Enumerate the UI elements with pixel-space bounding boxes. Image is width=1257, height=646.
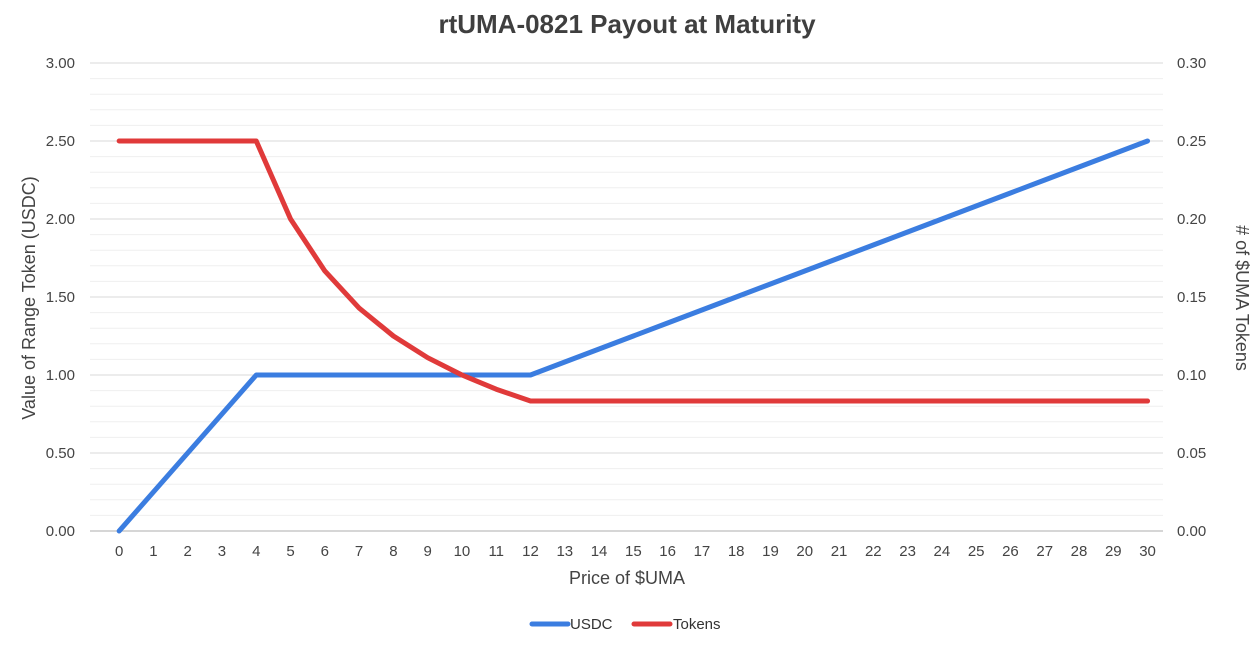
- x-tick-label: 23: [899, 543, 916, 560]
- right-axis-ticks: 0.00 0.05 0.10 0.15 0.20 0.25 0.30: [1177, 55, 1206, 540]
- right-tick-label: 0.05: [1177, 445, 1206, 462]
- x-tick-label: 10: [454, 543, 471, 560]
- left-tick-label: 1.50: [46, 289, 75, 306]
- left-tick-label: 1.00: [46, 367, 75, 384]
- x-tick-label: 28: [1071, 543, 1088, 560]
- x-tick-label: 19: [762, 543, 779, 560]
- x-tick-label: 0: [115, 543, 123, 560]
- x-tick-label: 16: [659, 543, 676, 560]
- x-tick-label: 2: [184, 543, 192, 560]
- x-tick-label: 3: [218, 543, 226, 560]
- right-tick-label: 0.00: [1177, 523, 1206, 540]
- x-tick-label: 26: [1002, 543, 1019, 560]
- x-tick-label: 25: [968, 543, 985, 560]
- x-tick-label: 11: [488, 543, 504, 560]
- x-tick-label: 5: [286, 543, 294, 560]
- series-line-tokens: [116, 138, 1151, 404]
- right-tick-label: 0.20: [1177, 211, 1206, 228]
- x-axis-label: Price of $UMA: [569, 568, 685, 588]
- left-tick-label: 3.00: [46, 55, 75, 72]
- left-tick-label: 0.00: [46, 523, 75, 540]
- x-tick-label: 15: [625, 543, 642, 560]
- left-axis-ticks: 0.00 0.50 1.00 1.50 2.00 2.50 3.00: [46, 55, 75, 540]
- x-tick-label: 30: [1139, 543, 1156, 560]
- x-tick-label: 12: [522, 543, 539, 560]
- gridlines: [90, 62, 1163, 532]
- x-tick-label: 20: [796, 543, 813, 560]
- right-tick-label: 0.25: [1177, 133, 1206, 150]
- right-axis-label: # of $UMA Tokens: [1232, 225, 1252, 371]
- legend-label-usdc: USDC: [570, 616, 613, 633]
- x-tick-label: 27: [1036, 543, 1053, 560]
- left-axis-label: Value of Range Token (USDC): [19, 176, 39, 419]
- x-tick-label: 17: [694, 543, 711, 560]
- right-tick-label: 0.10: [1177, 367, 1206, 384]
- series-lines: [116, 138, 1151, 534]
- x-tick-label: 29: [1105, 543, 1122, 560]
- x-tick-label: 8: [389, 543, 397, 560]
- x-tick-label: 4: [252, 543, 260, 560]
- right-tick-label: 0.15: [1177, 289, 1206, 306]
- x-tick-label: 18: [728, 543, 745, 560]
- x-tick-label: 22: [865, 543, 882, 560]
- legend-label-tokens: Tokens: [673, 616, 721, 633]
- x-axis-ticks: 0 1 2 3 4 5 6 7 8 9 10 11 12 13 14 15 16 17 18 19 20 21 22 23 24…: [115, 543, 1156, 560]
- chart-title: rtUMA-0821 Payout at Maturity: [438, 9, 816, 39]
- left-tick-label: 2.50: [46, 133, 75, 150]
- legend: USDC Tokens: [529, 616, 721, 633]
- right-tick-label: 0.30: [1177, 55, 1206, 72]
- series-line-usdc: [116, 138, 1151, 534]
- x-tick-label: 1: [149, 543, 157, 560]
- x-tick-label: 24: [934, 543, 951, 560]
- x-tick-label: 7: [355, 543, 363, 560]
- x-tick-label: 13: [556, 543, 573, 560]
- x-tick-label: 14: [591, 543, 608, 560]
- x-tick-label: 6: [321, 543, 329, 560]
- x-tick-label: 21: [831, 543, 848, 560]
- x-tick-label: 9: [423, 543, 431, 560]
- left-tick-label: 2.00: [46, 211, 75, 228]
- left-tick-label: 0.50: [46, 445, 75, 462]
